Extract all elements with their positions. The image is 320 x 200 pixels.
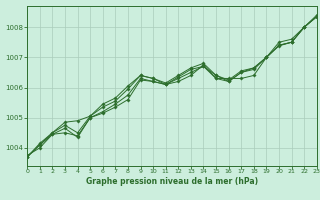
X-axis label: Graphe pression niveau de la mer (hPa): Graphe pression niveau de la mer (hPa) xyxy=(86,177,258,186)
